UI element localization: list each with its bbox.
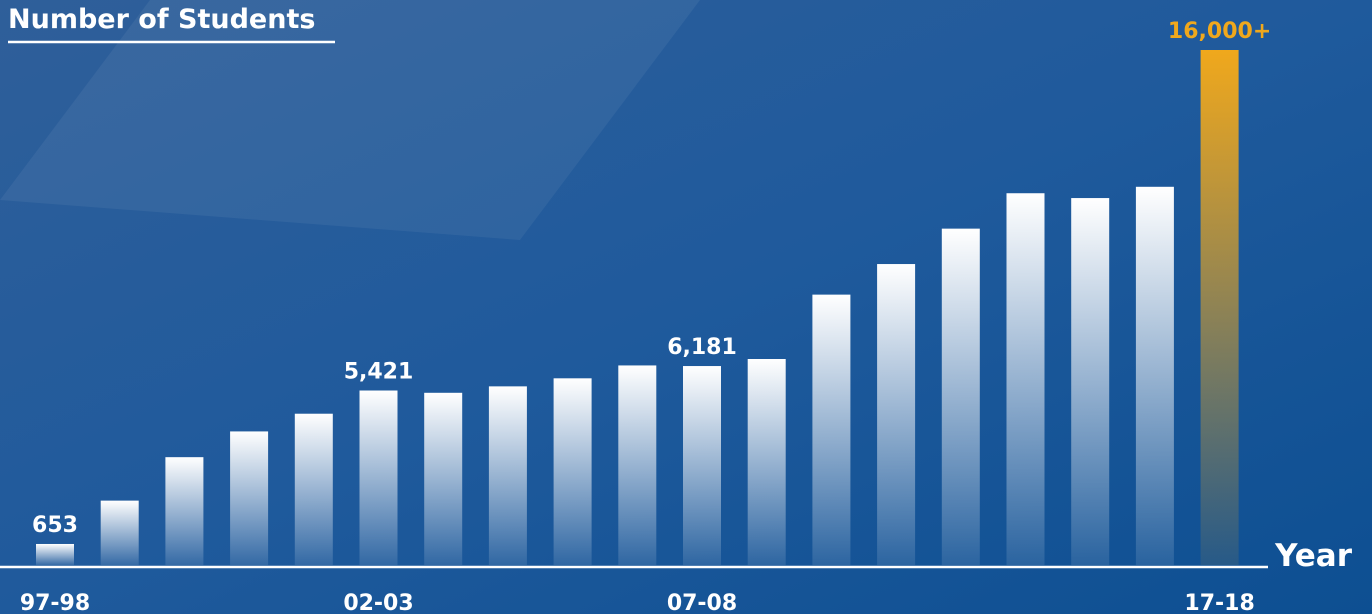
bar	[488, 386, 527, 565]
bar	[1200, 50, 1239, 565]
x-tick-label: 17-18	[1184, 591, 1254, 614]
bar	[294, 413, 333, 565]
value-label: 653	[32, 513, 78, 538]
x-tick-label: 07-08	[667, 591, 737, 614]
bar	[424, 392, 463, 565]
background-paper	[0, 0, 700, 240]
value-label: 5,421	[344, 360, 414, 385]
bar	[812, 294, 851, 565]
value-label: 16,000+	[1168, 19, 1271, 44]
bar	[165, 457, 204, 565]
bar	[100, 500, 139, 565]
chart-title: Number of Students	[8, 4, 315, 35]
bar	[618, 365, 657, 565]
bar	[36, 543, 74, 565]
bar	[1135, 186, 1174, 565]
bar	[359, 390, 398, 565]
x-tick-label: 02-03	[343, 591, 413, 614]
x-tick-label: 97-98	[20, 591, 90, 614]
bar	[230, 431, 269, 565]
x-axis-label: Year	[1274, 538, 1353, 574]
value-label: 6,181	[667, 335, 737, 360]
bar	[683, 366, 721, 565]
bar	[1006, 193, 1045, 565]
bar	[553, 378, 592, 565]
bar	[941, 228, 980, 565]
bar	[1071, 198, 1110, 565]
bar	[747, 359, 786, 565]
bar	[877, 264, 916, 565]
